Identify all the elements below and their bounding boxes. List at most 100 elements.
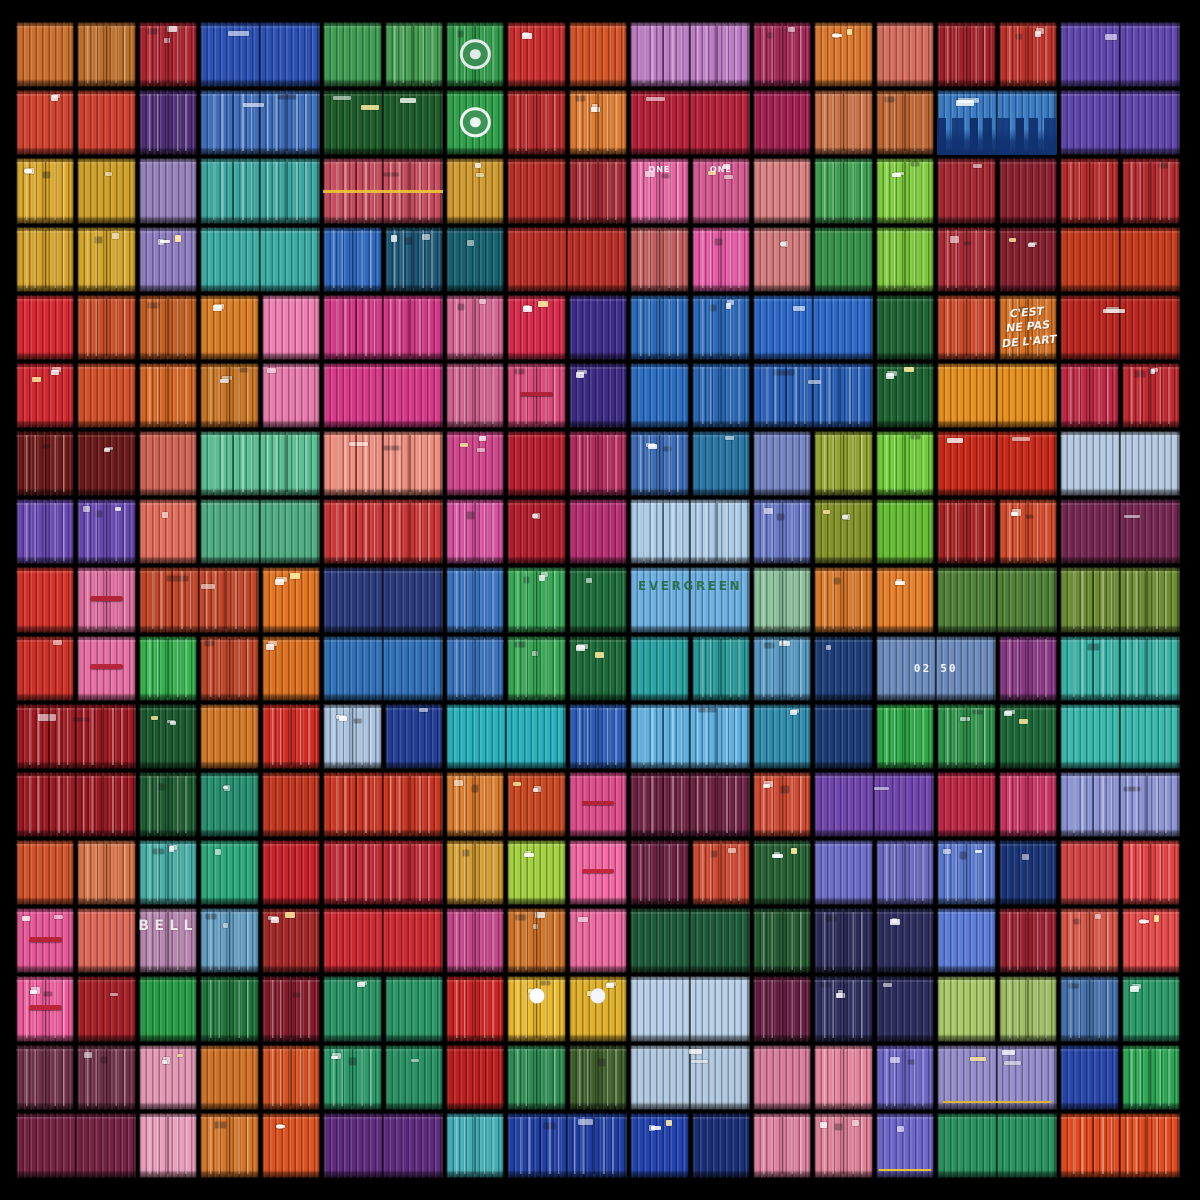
shipping-container <box>77 976 136 1042</box>
shipping-container <box>138 771 198 838</box>
shipping-container <box>814 976 873 1042</box>
shipping-container <box>200 635 259 701</box>
container-label-chip <box>772 854 783 858</box>
container-label-chip <box>292 993 302 998</box>
container-label-chip <box>651 1125 661 1130</box>
shipping-container <box>507 908 566 974</box>
container-label-chip <box>662 447 672 452</box>
shipping-container <box>1060 294 1180 360</box>
container-label-chip <box>278 95 297 100</box>
container-label-chip <box>467 239 475 246</box>
container-label-chip <box>907 1060 916 1064</box>
container-seam <box>1119 567 1122 633</box>
shipping-container <box>937 226 996 292</box>
shipping-container <box>507 840 566 906</box>
container-label-chip <box>1124 787 1141 791</box>
container-seam <box>259 90 262 156</box>
container-label-chip <box>1011 511 1019 516</box>
shipping-container: EVERGREEN <box>630 567 751 633</box>
container-label-chip <box>1001 1050 1016 1056</box>
container-label-chip <box>1018 719 1028 725</box>
container-label-chip <box>53 914 63 920</box>
shipping-container <box>875 1112 935 1178</box>
container-label-chip <box>591 106 601 112</box>
shipping-container <box>261 908 321 974</box>
container-seam <box>1119 499 1122 565</box>
shipping-container <box>814 703 873 769</box>
container-marking-yline <box>878 1169 932 1172</box>
shipping-container <box>16 431 75 497</box>
container-label-chip <box>1074 918 1080 925</box>
container-label-chip <box>645 96 665 102</box>
container-label-chip <box>792 305 806 312</box>
container-seam <box>811 362 814 429</box>
container-label-chip <box>841 514 848 520</box>
shipping-container <box>323 22 382 88</box>
shipping-container <box>753 362 873 429</box>
container-seam <box>1119 431 1122 497</box>
container-label-chip <box>476 173 485 178</box>
container-label-chip <box>83 1052 92 1058</box>
container-label-chip <box>885 373 895 380</box>
shipping-container <box>261 567 321 633</box>
shipping-container <box>937 90 1058 156</box>
shipping-container <box>630 431 689 497</box>
container-label-chip <box>846 29 853 36</box>
shipping-container <box>753 703 812 769</box>
shipping-container <box>384 703 443 769</box>
shipping-container <box>200 294 259 360</box>
shipping-container <box>630 976 751 1042</box>
container-label-chip <box>37 714 56 721</box>
container-label-chip <box>543 1123 556 1129</box>
container-label-chip <box>29 989 38 994</box>
container-label-chip <box>276 1124 286 1129</box>
container-label-chip <box>383 173 399 177</box>
shipping-container <box>691 294 751 360</box>
container-label-chip <box>523 852 534 857</box>
shipping-container <box>138 158 198 224</box>
shipping-container <box>445 158 505 224</box>
shipping-container <box>568 703 628 769</box>
shipping-container <box>568 976 628 1042</box>
shipping-container <box>138 499 198 565</box>
container-marking-handle <box>581 868 615 874</box>
shipping-container <box>77 431 136 497</box>
shipping-container: 02 50 <box>875 635 996 701</box>
container-label-chip <box>513 782 521 786</box>
container-label-chip <box>531 513 538 518</box>
shipping-container <box>16 635 75 701</box>
shipping-container <box>445 362 505 429</box>
shipping-container <box>568 908 628 974</box>
container-label-chip <box>1012 509 1022 516</box>
shipping-container <box>630 294 689 360</box>
container-label-chip <box>1130 986 1139 993</box>
shipping-container <box>323 362 443 429</box>
shipping-container <box>200 226 321 292</box>
shipping-container <box>691 635 751 701</box>
shipping-container <box>937 294 996 360</box>
container-label-chip <box>289 573 301 579</box>
container-label-chip <box>474 162 482 168</box>
container-label-chip <box>349 1058 357 1065</box>
shipping-container <box>323 226 382 292</box>
shipping-container <box>261 294 321 360</box>
shipping-container <box>323 90 443 156</box>
container-label-chip <box>575 371 584 378</box>
shipping-container <box>568 362 628 429</box>
container-seam <box>934 635 937 701</box>
container-seam <box>689 22 692 88</box>
container-label-chip <box>648 444 657 449</box>
shipping-container <box>875 90 935 156</box>
container-label-chip <box>22 915 30 922</box>
container-label-chip <box>205 641 215 646</box>
shipping-container <box>1060 226 1180 292</box>
container-label-chip <box>576 644 585 651</box>
container-label-chip <box>833 578 840 584</box>
shipping-container <box>568 158 628 224</box>
shipping-container <box>630 362 689 429</box>
shipping-container <box>753 1112 812 1178</box>
shipping-container <box>138 294 198 360</box>
shipping-container <box>323 1044 382 1110</box>
container-label-chip <box>1134 371 1145 377</box>
shipping-container <box>1060 840 1119 906</box>
